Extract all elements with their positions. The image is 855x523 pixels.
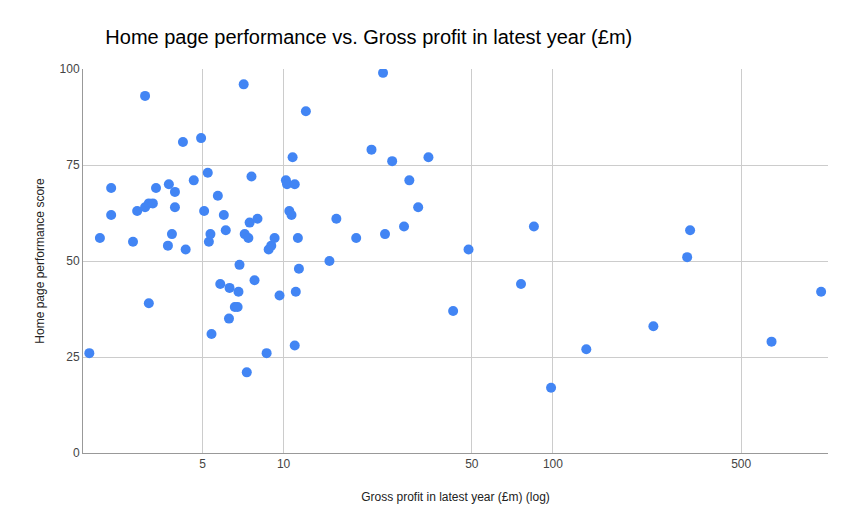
svg-text:10: 10 bbox=[277, 457, 291, 471]
svg-text:5: 5 bbox=[199, 457, 206, 471]
svg-text:500: 500 bbox=[731, 457, 751, 471]
svg-text:100: 100 bbox=[543, 457, 563, 471]
svg-text:50: 50 bbox=[66, 254, 80, 268]
svg-text:75: 75 bbox=[66, 158, 80, 172]
svg-text:0: 0 bbox=[73, 446, 80, 460]
svg-text:50: 50 bbox=[465, 457, 479, 471]
svg-text:Gross profit in latest year (£: Gross profit in latest year (£m) (log) bbox=[361, 490, 550, 504]
svg-text:100: 100 bbox=[60, 62, 80, 76]
svg-text:Home page performance score: Home page performance score bbox=[33, 178, 47, 344]
svg-text:25: 25 bbox=[66, 350, 80, 364]
svg-text:Home page performance vs. Gros: Home page performance vs. Gross profit i… bbox=[105, 26, 632, 48]
